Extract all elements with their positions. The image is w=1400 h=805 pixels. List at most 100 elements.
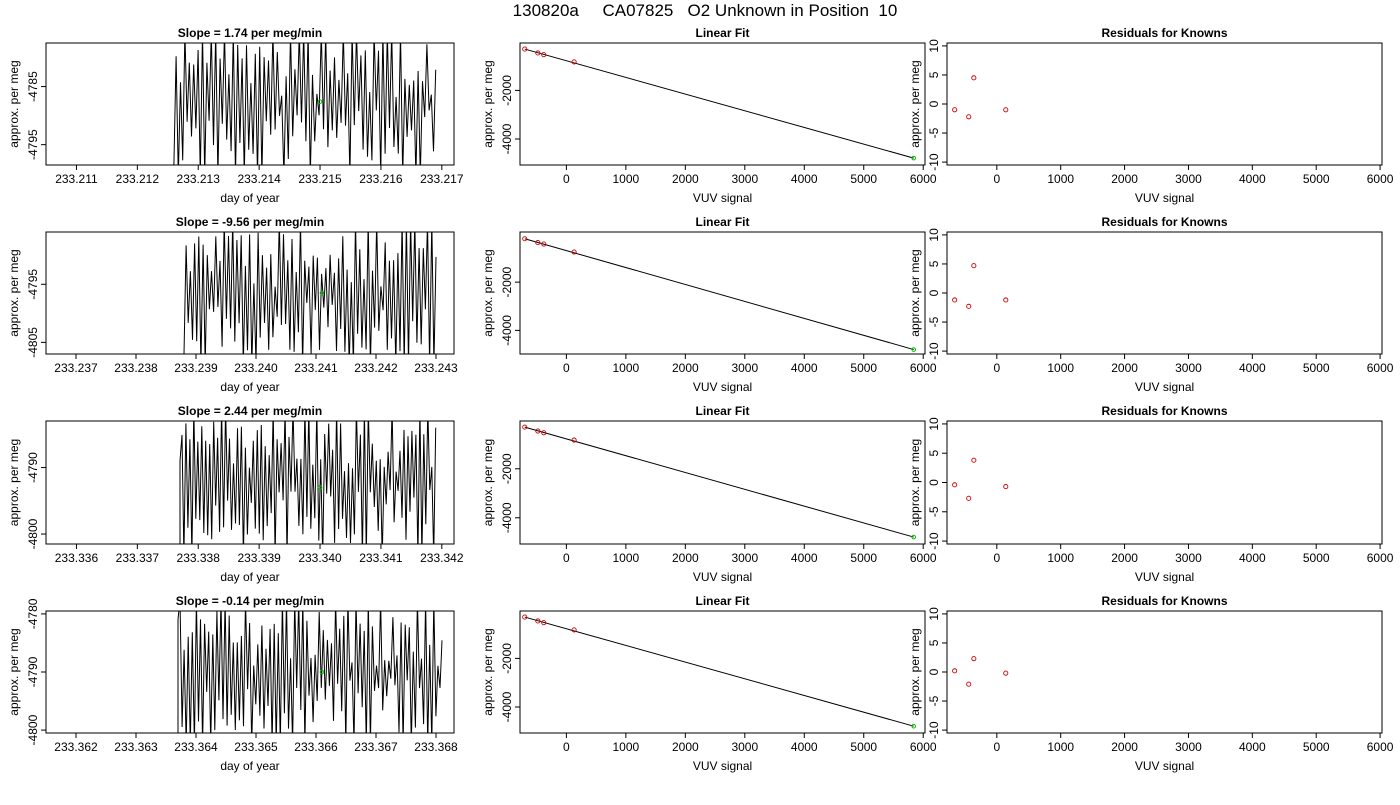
chart-r1-res: Residuals for Knowns 0 1000 2000 3000 4000 500… (908, 26, 1394, 205)
x-tick-label: 0 (993, 740, 1000, 754)
unknown-point (317, 99, 323, 104)
known-point (522, 424, 528, 430)
x-axis-label: VUV signal (1135, 380, 1194, 394)
y-tick-label: -4790 (26, 452, 40, 483)
trace-line (183, 232, 437, 354)
x-tick-label: 233.366 (294, 740, 338, 754)
chart-title: Slope = -0.14 per meg/min (176, 594, 324, 608)
plot-data (522, 236, 917, 352)
x-tick-label: 233.238 (114, 361, 158, 375)
y-tick-label: 0 (927, 100, 941, 107)
x-tick-label: 233.241 (294, 361, 338, 375)
y-axis-label: approx. per meg (7, 249, 21, 336)
known-point (541, 52, 547, 58)
x-tick-label: 0 (563, 172, 570, 186)
x-tick-label: 2000 (1111, 740, 1138, 754)
x-tick-label: 233.243 (414, 361, 458, 375)
x-axis-label: VUV signal (693, 191, 752, 205)
y-tick-label: 5 (927, 450, 941, 457)
y-axis-label: approx. per meg (481, 628, 495, 715)
y-tick-label: 5 (927, 260, 941, 267)
x-tick-label: 6000 (1367, 361, 1394, 375)
fit-line (524, 426, 914, 538)
x-tick-label: 4000 (1239, 172, 1266, 186)
y-axis-label: approx. per meg (7, 439, 21, 526)
plot-frame (519, 420, 926, 545)
known-point (1003, 297, 1009, 303)
y-tick-label: 0 (927, 479, 941, 486)
x-tick-label: 0 (563, 361, 570, 375)
chart-title: Linear Fit (695, 26, 749, 40)
x-tick-label: 233.340 (298, 551, 342, 565)
x-axis-label: VUV signal (1135, 191, 1194, 205)
y-tick-label: -10 (927, 532, 941, 550)
plot-frame (946, 420, 1383, 545)
plot-frame (519, 42, 926, 166)
x-tick-label: 6000 (910, 551, 937, 565)
x-tick-label: 233.215 (298, 172, 342, 186)
x-tick-label: 2000 (672, 740, 699, 754)
x-tick-label: 3000 (731, 172, 758, 186)
y-tick-label: -4000 (500, 502, 514, 533)
fit-line (524, 616, 914, 727)
known-point (571, 59, 577, 65)
plot-data (177, 611, 443, 733)
y-axis-label: approx. per meg (908, 60, 922, 147)
x-tick-label: 1000 (613, 740, 640, 754)
plot-data (522, 424, 917, 540)
x-tick-label: 233.339 (237, 551, 281, 565)
y-tick-label: -4795 (26, 129, 40, 160)
x-tick-label: 233.239 (174, 361, 218, 375)
y-tick-label: 10 (927, 39, 941, 53)
known-point (952, 107, 958, 113)
x-axis-label: VUV signal (693, 570, 752, 584)
y-axis-label: approx. per meg (908, 439, 922, 526)
x-tick-label: 0 (563, 551, 570, 565)
y-axis-label: approx. per meg (481, 249, 495, 336)
x-tick-label: 5000 (1303, 361, 1330, 375)
plot-data (952, 656, 1009, 687)
chart-r4-res: Residuals for Knowns 0 1000 2000 3000 4000 500… (908, 594, 1394, 773)
known-point (571, 437, 577, 443)
x-tick-label: 5000 (850, 361, 877, 375)
x-tick-label: 6000 (910, 740, 937, 754)
known-point (541, 430, 547, 436)
x-tick-label: 233.217 (420, 172, 464, 186)
x-tick-label: 6000 (910, 172, 937, 186)
x-tick-label: 233.367 (354, 740, 398, 754)
y-tick-label: 10 (927, 607, 941, 621)
x-tick-label: 0 (993, 172, 1000, 186)
x-tick-label: 5000 (850, 551, 877, 565)
x-tick-label: 3000 (1175, 361, 1202, 375)
known-point (541, 620, 547, 626)
x-tick-label: 4000 (1239, 361, 1266, 375)
chart-r2-fit: Linear Fit 0 1000 2000 3000 4000 5000 6000 VUV s… (481, 215, 937, 394)
plot-frame (45, 231, 455, 355)
chart-r4-time: Slope = -0.14 per meg/min 233.362 233.363 2… (7, 594, 458, 773)
chart-title: Residuals for Knowns (1101, 404, 1227, 418)
y-axis-label: approx. per meg (908, 628, 922, 715)
x-tick-label: 2000 (672, 551, 699, 565)
known-point (966, 495, 972, 501)
x-tick-label: 2000 (1111, 172, 1138, 186)
chart-title: Linear Fit (695, 594, 749, 608)
y-tick-label: -10 (927, 342, 941, 360)
x-axis-label: day of year (220, 570, 279, 584)
x-tick-label: 233.216 (359, 172, 403, 186)
y-tick-label: -4790 (26, 656, 40, 687)
known-point (971, 457, 977, 463)
plot-data (952, 457, 1009, 501)
plot-data (179, 421, 437, 544)
x-axis-label: VUV signal (1135, 570, 1194, 584)
unknown-point (319, 669, 325, 675)
known-point (522, 236, 528, 242)
x-tick-label: 1000 (1047, 361, 1074, 375)
x-tick-label: 1000 (1047, 740, 1074, 754)
x-tick-label: 1000 (613, 361, 640, 375)
x-tick-label: 4000 (1239, 740, 1266, 754)
plot-frame (519, 231, 926, 355)
x-tick-label: 233.240 (234, 361, 278, 375)
plot-frame (519, 610, 926, 734)
chart-r1-time: Slope = 1.74 per meg/min 233.211 233.212 23… (7, 26, 464, 205)
